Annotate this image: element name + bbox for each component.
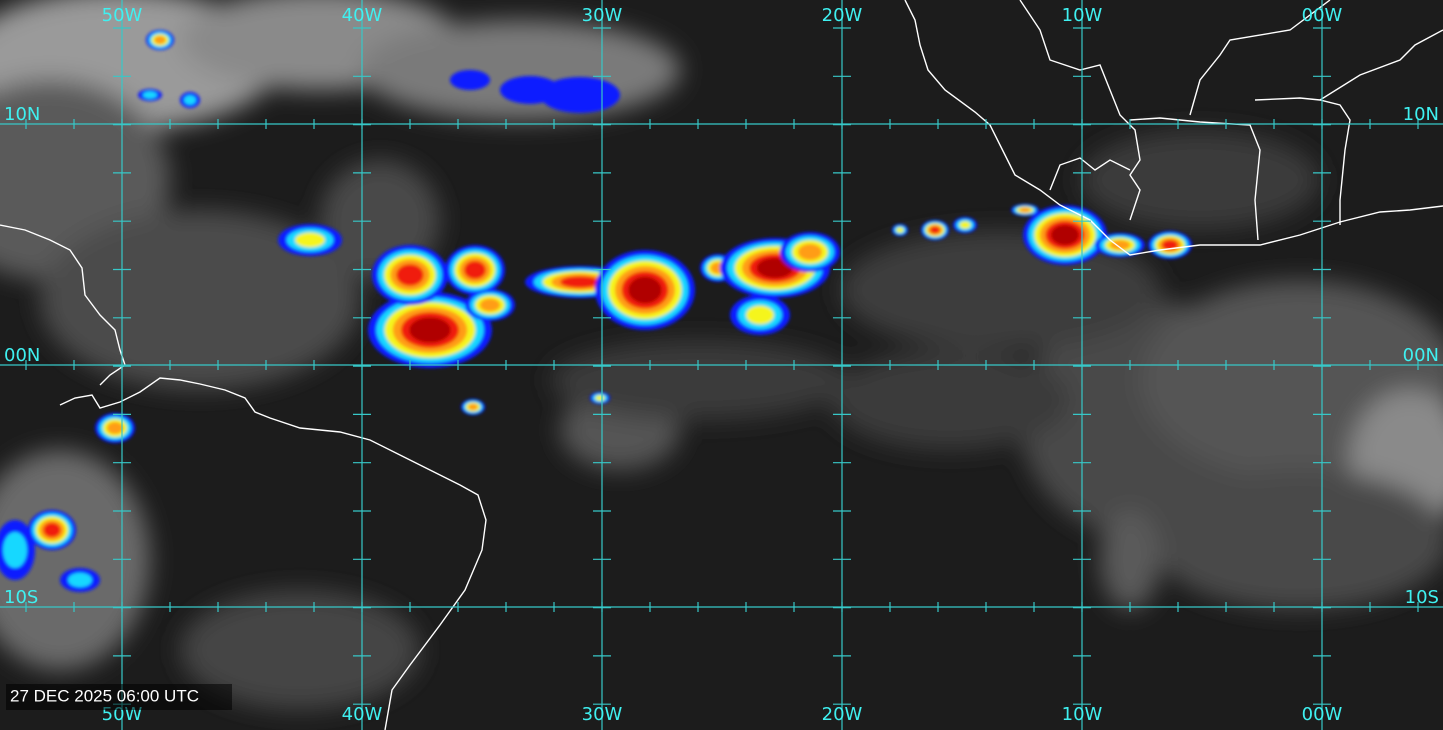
convective-cell xyxy=(396,264,424,286)
convective-cell xyxy=(500,76,560,104)
convective-cell xyxy=(43,522,61,538)
longitude-label-top: 50W xyxy=(102,5,143,26)
convective-cell xyxy=(1162,239,1178,251)
convective-cell xyxy=(295,232,325,248)
convective-cell xyxy=(450,70,490,90)
longitude-label-top: 30W xyxy=(582,5,623,26)
convective-cell xyxy=(929,226,941,234)
cloud-layer xyxy=(0,0,1443,710)
convective-cell xyxy=(184,95,196,105)
convective-cell xyxy=(628,276,662,304)
longitude-label-bottom: 00W xyxy=(1302,704,1343,725)
cloud xyxy=(0,450,150,670)
convective-cell xyxy=(595,395,605,401)
latitude-label-right: 10S xyxy=(1405,587,1439,608)
convective-cell xyxy=(464,261,486,279)
convective-cell xyxy=(107,422,123,434)
cloud xyxy=(1100,510,1160,610)
cloud xyxy=(550,340,850,420)
convective-cell xyxy=(896,227,904,233)
convective-cell xyxy=(154,36,166,44)
timestamp: 27 DEC 2025 06:00 UTC xyxy=(10,686,199,705)
latitude-label-left: 10S xyxy=(4,587,38,608)
convective-cell xyxy=(409,317,451,343)
longitude-label-bottom: 20W xyxy=(822,704,863,725)
convective-cell xyxy=(746,305,774,325)
convective-cell xyxy=(1019,207,1031,213)
latitude-label-right: 10N xyxy=(1403,104,1439,125)
cloud xyxy=(360,20,680,120)
cloud xyxy=(1080,130,1320,230)
cloud xyxy=(830,350,1070,450)
convective-cell xyxy=(1051,225,1079,245)
latitude-label-left: 10N xyxy=(4,104,40,125)
latitude-label-right: 00N xyxy=(1403,345,1439,366)
longitude-label-bottom: 40W xyxy=(342,704,383,725)
convective-cell xyxy=(480,298,500,312)
convective-cell xyxy=(468,403,478,411)
cloud xyxy=(180,590,420,710)
longitude-label-top: 10W xyxy=(1062,5,1103,26)
longitude-label-top: 20W xyxy=(822,5,863,26)
convective-cell xyxy=(560,276,600,288)
longitude-label-bottom: 30W xyxy=(582,704,623,725)
longitude-label-top: 00W xyxy=(1302,5,1343,26)
longitude-label-top: 40W xyxy=(342,5,383,26)
longitude-label-bottom: 10W xyxy=(1062,704,1103,725)
timestamp-background xyxy=(6,684,232,710)
convective-cell xyxy=(959,221,971,229)
convective-cell xyxy=(68,572,92,588)
convective-cell xyxy=(756,258,794,278)
convective-cell xyxy=(142,91,158,99)
cloud xyxy=(40,210,360,390)
latitude-label-left: 00N xyxy=(4,345,40,366)
convective-cell xyxy=(798,244,822,260)
convective-cell xyxy=(1110,240,1130,250)
convective-cell xyxy=(540,77,620,113)
cloud xyxy=(1150,470,1443,610)
convective-cell xyxy=(3,532,27,568)
convection-layer xyxy=(0,30,1192,592)
